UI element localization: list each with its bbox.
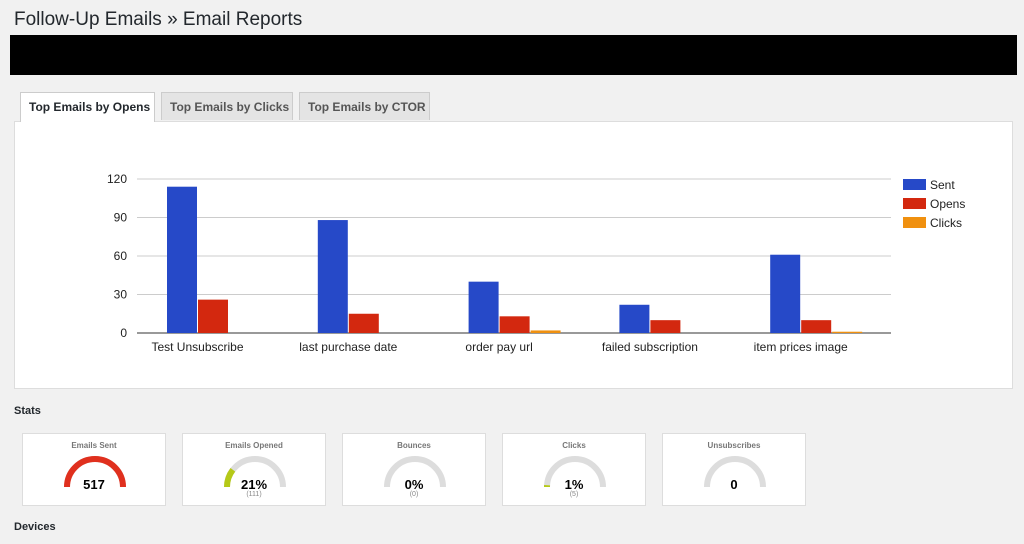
gauge-track (384, 456, 446, 488)
legend-label: Opens (930, 197, 965, 211)
x-tick-label: order pay url (465, 340, 532, 354)
stat-sub: (111) (246, 491, 262, 498)
y-tick-label: 120 (107, 172, 127, 186)
bar-opens[interactable] (801, 320, 832, 333)
stat-value: 0 (730, 477, 738, 492)
bar-sent[interactable] (317, 220, 348, 333)
stat-card-emails-opened: Emails Opened 21% (111) (182, 433, 326, 506)
tab-top-emails-by-clicks[interactable]: Top Emails by Clicks (161, 92, 293, 120)
redacted-banner (10, 35, 1017, 75)
legend-swatch (903, 198, 926, 209)
stat-label: Emails Opened (225, 441, 283, 450)
gauge-chart (224, 456, 286, 488)
bar-opens[interactable] (650, 320, 681, 333)
gauge-track (704, 456, 766, 488)
stat-value: 517 (83, 477, 105, 492)
bar-clicks[interactable] (530, 330, 561, 333)
bar-sent[interactable] (167, 186, 197, 333)
tab-top-emails-by-opens[interactable]: Top Emails by Opens (20, 92, 155, 122)
y-tick-label: 30 (114, 288, 128, 302)
bar-opens[interactable] (348, 313, 379, 333)
y-tick-label: 60 (114, 249, 128, 263)
gauge-chart (64, 456, 126, 488)
stat-label: Bounces (397, 441, 431, 450)
bar-clicks[interactable] (832, 331, 863, 333)
stat-sub: (5) (569, 491, 579, 498)
stat-sub: (0) (409, 491, 419, 498)
tab-top-emails-by-ctor[interactable]: Top Emails by CTOR (299, 92, 430, 120)
devices-heading: Devices (14, 521, 56, 533)
stat-value: 21% (240, 477, 268, 492)
gauge-chart (704, 456, 766, 488)
bar-sent[interactable] (619, 304, 650, 333)
x-tick-label: last purchase date (299, 340, 397, 354)
stat-card-emails-sent: Emails Sent 517 (22, 433, 166, 506)
bar-sent[interactable] (770, 254, 801, 333)
stat-label: Unsubscribes (707, 441, 761, 450)
gauge-track (544, 456, 606, 488)
stat-label: Clicks (562, 441, 586, 450)
gauge-chart (544, 456, 606, 488)
legend-swatch (903, 217, 926, 228)
bar-opens[interactable] (198, 299, 228, 333)
bar-chart: 0 30 60 90 120 Test Unsubscribe last purchase … (107, 172, 965, 354)
stat-card-unsubscribes: Unsubscribes 0 (662, 433, 806, 506)
y-tick-label: 90 (114, 211, 128, 225)
stat-card-bounces: Bounces 0% (0) (342, 433, 486, 506)
x-tick-label: item prices image (754, 340, 848, 354)
stat-value: 0% (404, 477, 424, 492)
gauge-chart (384, 456, 446, 488)
stat-value: 1% (564, 477, 584, 492)
bar-opens[interactable] (499, 316, 530, 333)
legend-label: Clicks (930, 216, 962, 230)
x-tick-label: failed subscription (602, 340, 698, 354)
stat-card-clicks: Clicks 1% (5) (502, 433, 646, 506)
bar-sent[interactable] (468, 281, 499, 333)
chart-panel: 0 30 60 90 120 Test Unsubscribe last purchase … (14, 121, 1013, 389)
y-tick-label: 0 (120, 326, 127, 340)
legend-label: Sent (930, 178, 955, 192)
legend-swatch (903, 179, 926, 190)
x-tick-label: Test Unsubscribe (151, 340, 243, 354)
page-title: Follow-Up Emails » Email Reports (14, 9, 303, 30)
stat-label: Emails Sent (71, 441, 117, 450)
gauge-fill (224, 468, 236, 488)
gauge-fill (64, 456, 126, 488)
stats-heading: Stats (14, 405, 41, 417)
